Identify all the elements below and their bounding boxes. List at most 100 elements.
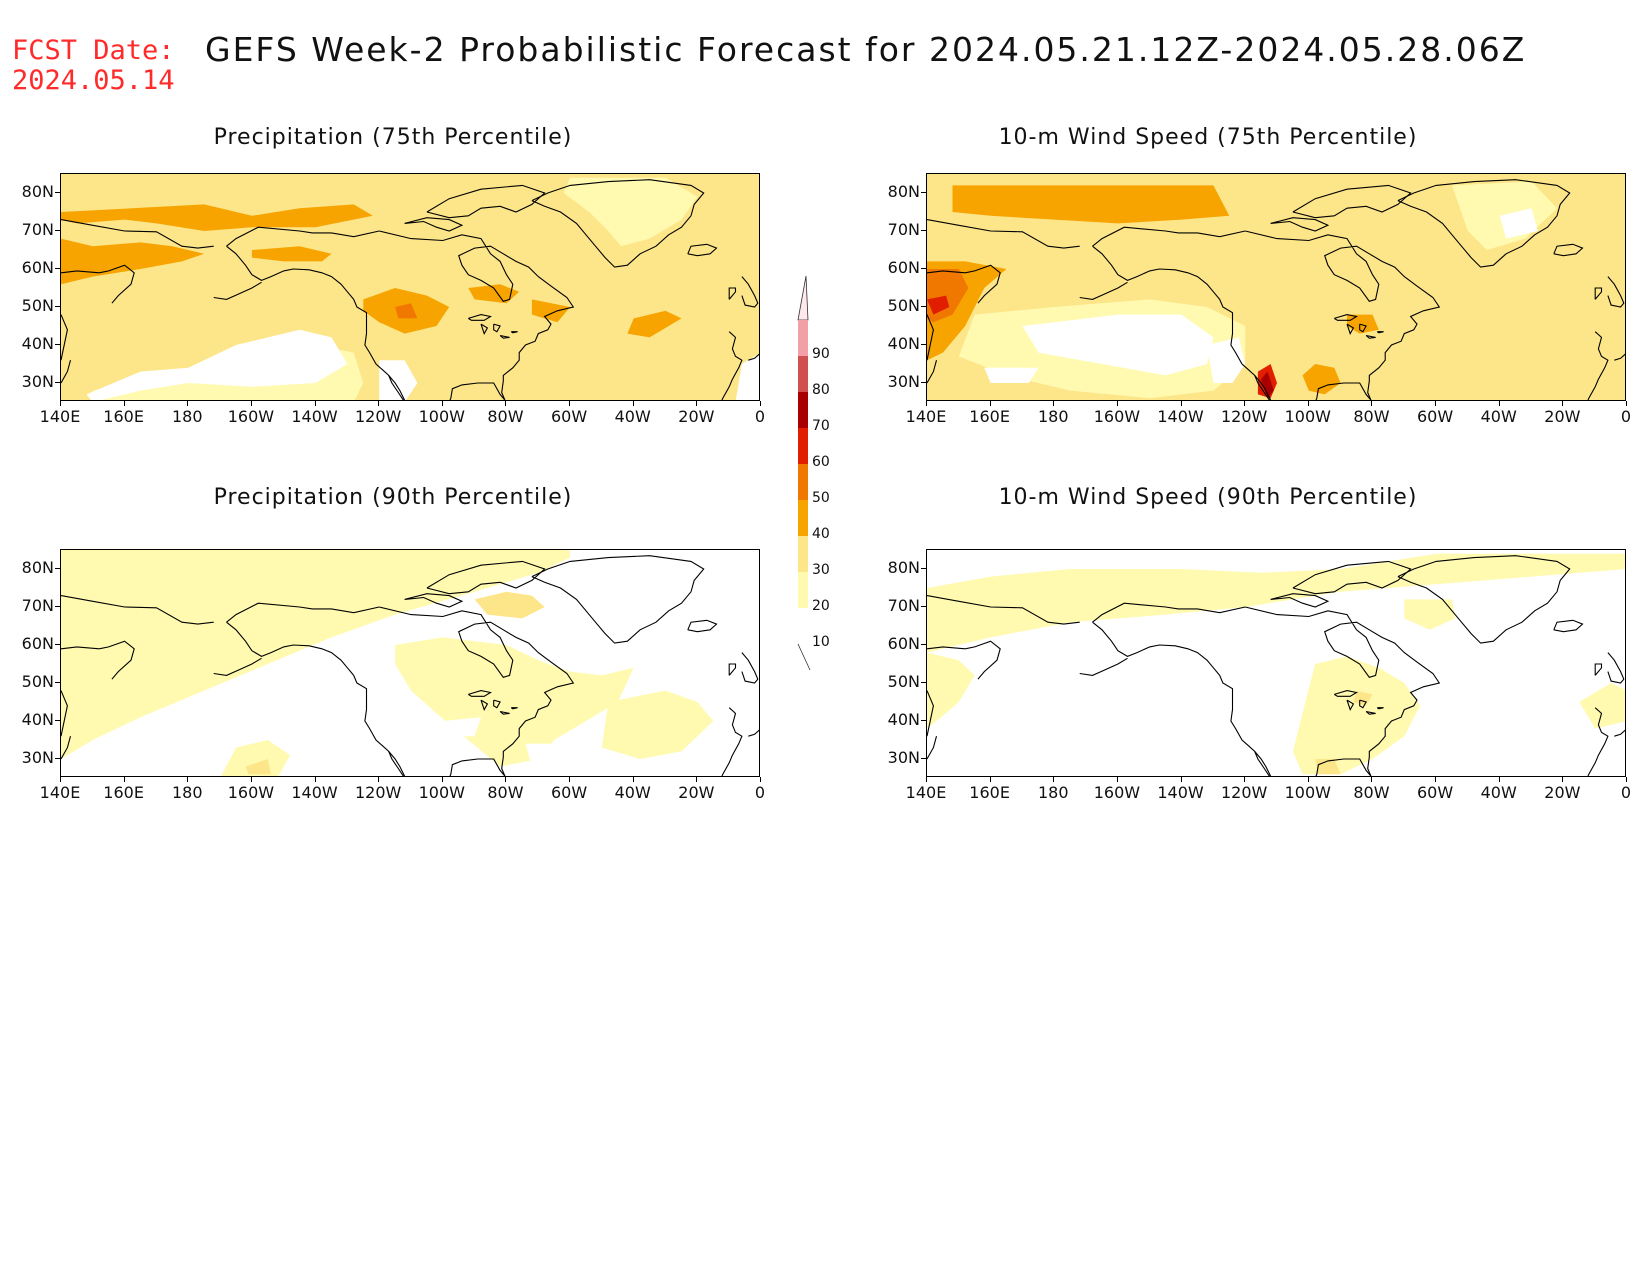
coastline — [379, 606, 575, 776]
lake-outline — [510, 707, 518, 710]
lon-label: 180 — [1037, 783, 1069, 802]
lake-outline — [1359, 699, 1367, 709]
lake-outline — [493, 323, 501, 333]
coastline — [965, 264, 1001, 304]
lon-tick — [250, 777, 252, 782]
lon-tick — [1180, 777, 1182, 782]
lon-label: 180 — [171, 407, 203, 426]
lat-tick — [55, 268, 60, 269]
lon-tick — [696, 401, 698, 406]
lon-tick — [760, 401, 761, 406]
coastline — [1270, 593, 1330, 608]
probability-contour — [735, 353, 759, 400]
coastline — [1614, 729, 1625, 737]
coastline — [927, 736, 938, 760]
coastline — [1254, 751, 1270, 776]
colorbar-label: 70 — [812, 418, 830, 434]
lat-label: 50N — [21, 672, 54, 691]
lon-label: 180 — [1037, 407, 1069, 426]
colorbar-label: 20 — [812, 598, 830, 614]
lat-label: 80N — [887, 182, 920, 201]
lon-label: 40W — [614, 407, 651, 426]
lon-tick — [1116, 401, 1118, 406]
coastline — [99, 640, 135, 680]
lon-label: 60W — [1416, 407, 1454, 426]
probability-contour — [1261, 371, 1274, 399]
lon-label: 140E — [905, 783, 947, 802]
lat-label: 40N — [21, 710, 54, 729]
probability-contour — [1292, 656, 1421, 775]
lon-label: 80W — [1353, 407, 1390, 426]
lon-label: 120W — [354, 783, 402, 802]
lon-label: 160E — [969, 783, 1010, 802]
lon-label: 0 — [1620, 407, 1632, 426]
lon-label: 160W — [1093, 783, 1141, 802]
lat-tick — [921, 192, 926, 193]
lon-tick — [1307, 401, 1309, 406]
coastline — [927, 690, 934, 737]
coastline — [61, 219, 214, 249]
probability-contour — [411, 675, 469, 699]
coastline — [1587, 331, 1609, 400]
lat-label: 80N — [21, 558, 54, 577]
lon-tick — [1180, 401, 1182, 406]
lat-tick — [921, 720, 926, 721]
colorbar-bottom-arrow — [797, 643, 811, 671]
lon-label: 160W — [227, 407, 275, 426]
lon-tick — [1498, 777, 1500, 782]
coastline — [61, 270, 100, 274]
colorbar-top-arrow — [797, 275, 809, 321]
colorbar-label: 60 — [812, 454, 830, 470]
probability-contour — [395, 637, 634, 767]
lon-tick — [632, 777, 634, 782]
coastline — [404, 217, 464, 232]
lon-label: 40W — [614, 783, 651, 802]
coastline — [353, 299, 406, 400]
lon-label: 160W — [227, 783, 275, 802]
coastline — [213, 281, 262, 300]
map-wind75 — [926, 173, 1626, 401]
coastline — [1245, 606, 1441, 776]
probability-contour — [221, 740, 291, 776]
coastline — [1270, 217, 1330, 232]
coastline — [1315, 382, 1372, 400]
colorbar-swatch — [798, 356, 808, 392]
coastline — [1254, 375, 1270, 400]
probability-contour — [86, 329, 348, 400]
lon-label: 120W — [354, 407, 402, 426]
lat-label: 30N — [21, 372, 54, 391]
lat-tick — [55, 720, 60, 721]
coastline — [226, 245, 355, 300]
lat-tick — [55, 230, 60, 231]
lake-outline — [1376, 331, 1384, 334]
lake-outline — [1376, 707, 1384, 710]
lake-outline — [1346, 699, 1355, 711]
coastline — [728, 287, 737, 300]
forecast-date-value: 2024.05.14 — [12, 65, 175, 96]
lon-tick — [441, 401, 443, 406]
coastline — [388, 375, 404, 400]
lat-tick — [921, 230, 926, 231]
probability-contour — [1315, 759, 1341, 775]
lat-label: 70N — [887, 220, 920, 239]
lon-label: 100W — [418, 783, 465, 802]
lon-tick — [926, 401, 927, 406]
coastline — [1553, 619, 1584, 633]
coastline — [741, 652, 759, 684]
lon-tick — [1435, 777, 1437, 782]
coastline — [531, 179, 705, 268]
lake-outline — [480, 323, 489, 335]
probability-contour — [1353, 690, 1373, 706]
lat-tick — [55, 382, 60, 383]
lon-label: 140W — [1157, 783, 1204, 802]
lon-label: 160E — [969, 407, 1010, 426]
map-precip90 — [60, 549, 760, 777]
colorbar-label: 30 — [812, 562, 830, 578]
lon-label: 0 — [1620, 783, 1632, 802]
probability-contour — [627, 310, 682, 338]
lon-label: 160W — [1093, 407, 1141, 426]
forecast-date-label: FCST Date: — [12, 35, 175, 66]
lake-outline — [510, 331, 518, 334]
lon-tick — [760, 777, 761, 782]
coastline — [927, 270, 966, 274]
